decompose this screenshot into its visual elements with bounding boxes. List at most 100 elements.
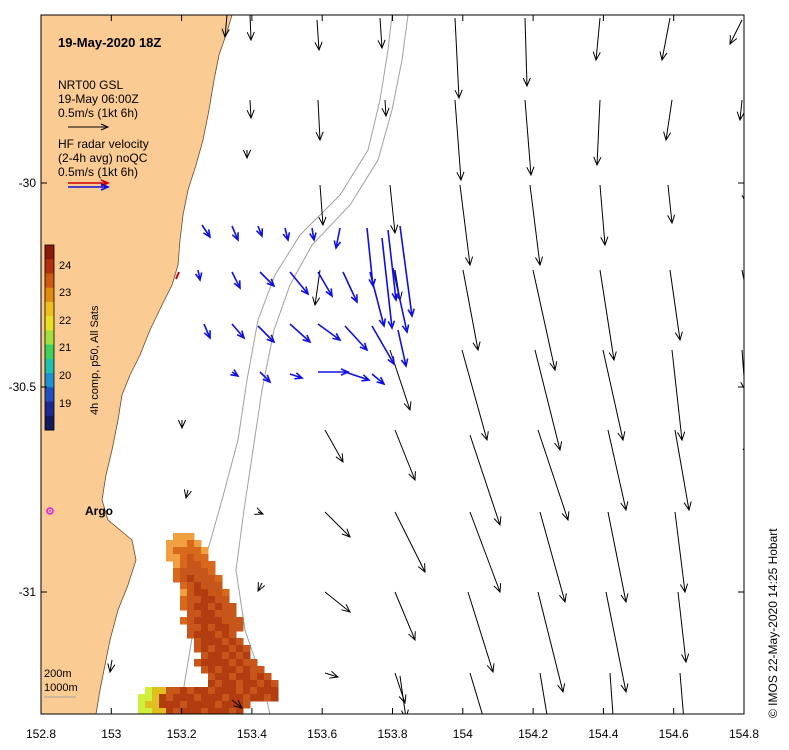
model-arrow (389, 184, 399, 235)
sst-cell (215, 652, 223, 660)
model-arrow (315, 99, 324, 142)
sst-cell (229, 659, 237, 667)
sst-cell (215, 624, 223, 632)
model-arrow (242, 149, 252, 160)
sst-cell (166, 687, 174, 695)
colorbar-tick-label: 21 (59, 342, 71, 354)
sst-cell (243, 645, 251, 653)
colorbar-tick-label: 24 (59, 260, 71, 272)
sst-cell (159, 701, 167, 709)
model-arrow (663, 99, 673, 142)
credit-text: © IMOS 22-May-2020 14:25 Hobart (766, 528, 780, 718)
sst-cell (264, 680, 272, 688)
radar-legend-line1: HF radar velocity (58, 137, 149, 151)
sst-cell (215, 673, 223, 681)
sst-cell (222, 596, 230, 604)
model-arrow (467, 591, 495, 674)
sst-cell (187, 694, 195, 702)
sst-cell (194, 589, 202, 597)
sst-cell (201, 701, 209, 709)
sst-cell (243, 659, 251, 667)
sst-cell (173, 554, 181, 562)
radar-arrow (289, 271, 310, 296)
model-arrow (599, 269, 617, 362)
model-arrow (314, 19, 323, 52)
sst-cell (187, 589, 195, 597)
sst-cell (243, 666, 251, 674)
sst-cell (236, 652, 244, 660)
sst-cell (236, 708, 244, 714)
sst-cell (201, 638, 209, 646)
sst-cell (229, 652, 237, 660)
model-arrow (539, 511, 567, 604)
model-arrow (324, 670, 340, 679)
sst-cell (194, 638, 202, 646)
model-arrow (667, 184, 676, 225)
sst-cell (236, 694, 244, 702)
sst-cell (208, 610, 216, 618)
sst-cell (194, 582, 202, 590)
sst-cell (201, 645, 209, 653)
model-legend-time: 19-May 06:00Z (58, 92, 139, 106)
sst-cell (215, 666, 223, 674)
sst-cell (208, 631, 216, 639)
isobath-label-1000m: 1000m (44, 682, 78, 694)
sst-cell (208, 617, 216, 625)
sst-cell (152, 694, 160, 702)
radar-arrow (255, 225, 264, 238)
radar-arrow (259, 271, 276, 288)
sst-cell (215, 680, 223, 688)
coastline (95, 15, 233, 714)
sst-cell (257, 673, 265, 681)
sst-cell (173, 687, 181, 695)
model-arrow (729, 19, 743, 46)
y-tick-label: -30 (19, 176, 37, 190)
sst-cell (243, 673, 251, 681)
sst-cell (222, 624, 230, 632)
sst-cell (222, 617, 230, 625)
sst-cell (201, 687, 209, 695)
sst-cell (215, 694, 223, 702)
colorbar-tick-label: 20 (59, 370, 71, 382)
radar-arrow (369, 271, 387, 328)
sst-cell (145, 701, 153, 709)
sst-cell (138, 701, 146, 709)
sst-cell (222, 666, 230, 674)
argo-marker[interactable] (46, 507, 54, 515)
colorbar-frame (44, 244, 55, 431)
model-arrow (257, 582, 266, 593)
model-arrow (246, 99, 255, 120)
colorbar-swatch (45, 358, 54, 374)
radar-arrow (399, 225, 415, 318)
sst-cell (187, 561, 195, 569)
model-arrow (679, 672, 684, 714)
radar-arrow (344, 325, 369, 352)
x-tick-label: 153.4 (237, 727, 267, 741)
sst-cell (222, 652, 230, 660)
sst-cell (222, 603, 230, 611)
colorbar-swatch (45, 259, 54, 274)
x-tick-label: 154.6 (659, 727, 689, 741)
sst-cell (166, 547, 174, 555)
radar-arrow (231, 323, 246, 340)
radar-arrow (259, 371, 272, 384)
sst-cell (187, 547, 195, 555)
sst-cell (208, 582, 216, 590)
colorbar-tick-label: 23 (59, 287, 71, 299)
sst-cell (208, 589, 216, 597)
sst-cell (187, 610, 195, 618)
sst-cell (145, 694, 153, 702)
sst-cell (222, 687, 230, 695)
sst-cell (236, 666, 244, 674)
x-tick-label: 153.6 (307, 727, 337, 741)
radar-arrow (397, 329, 409, 368)
sst-cell (208, 673, 216, 681)
radar-legend-line2: (2-4h avg) noQC (58, 151, 148, 165)
model-arrow (532, 269, 558, 372)
sst-cell (180, 554, 188, 562)
sst-cell (173, 561, 181, 569)
model-arrow (677, 591, 690, 664)
radar-arrow (231, 225, 239, 242)
x-tick-label: 153.2 (167, 727, 197, 741)
sst-cell (201, 652, 209, 660)
